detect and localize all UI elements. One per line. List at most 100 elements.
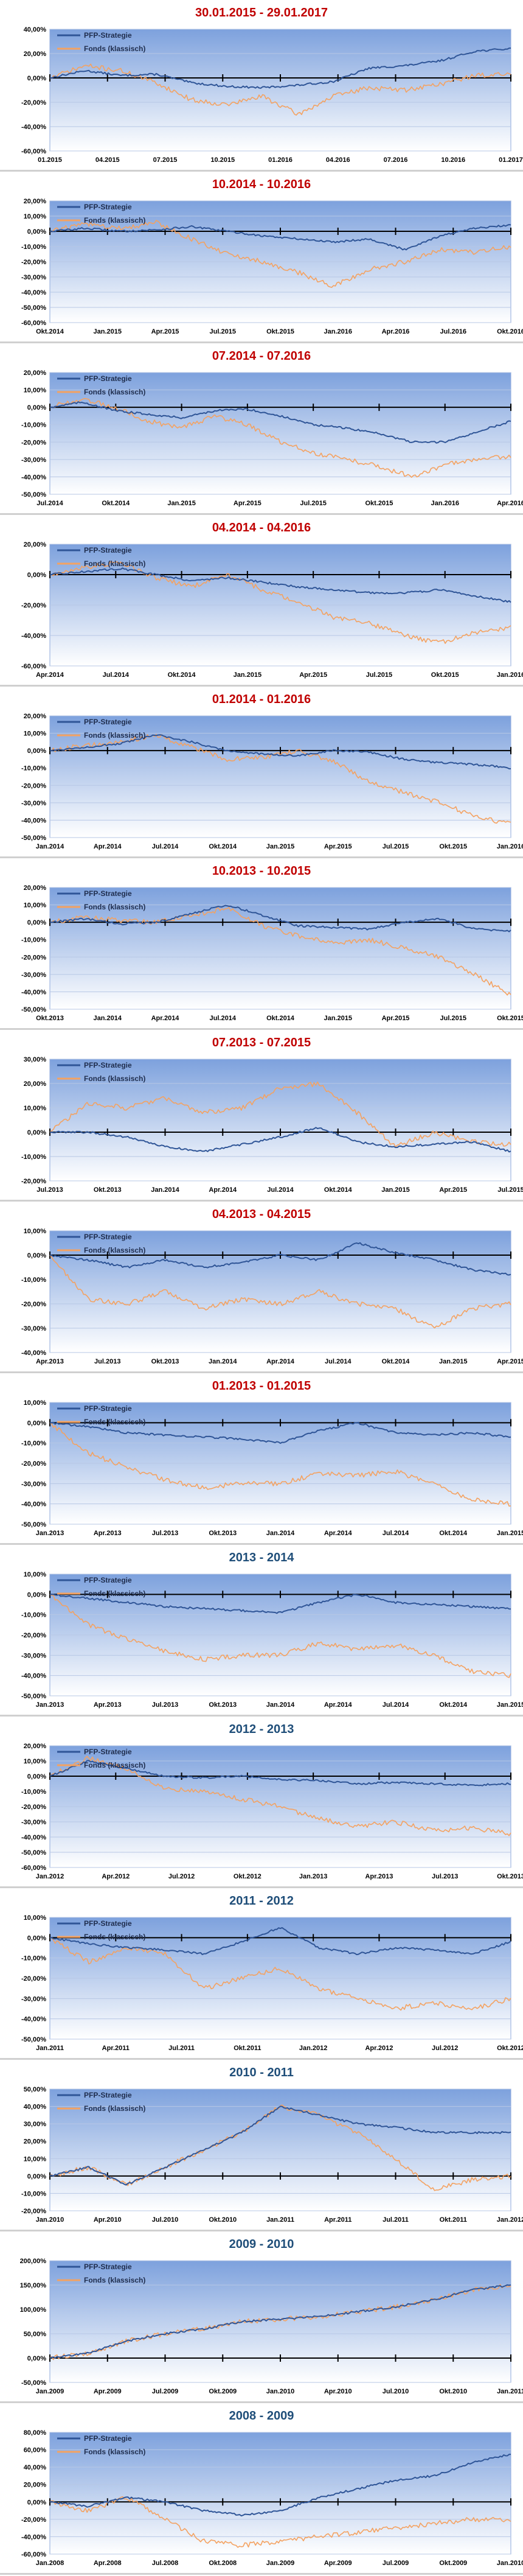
x-tick-label: Jul.2013 [152, 1701, 178, 1709]
legend-label: Fonds (klassisch) [84, 2448, 145, 2456]
x-tick-label: Jul.2009 [383, 2560, 409, 2567]
line-chart: -50,00% -40,00% -30,00% -20,00% -10,00% 0,00%… [21, 1399, 523, 1537]
line-chart: -50,00% -40,00% -30,00% -20,00% -10,00% 0,00%… [21, 369, 523, 507]
y-tick-label: -60,00% [21, 320, 46, 327]
legend-label: PFP-Strategie [84, 1748, 132, 1756]
y-tick-label: 40,00% [24, 26, 47, 33]
x-tick-label: Jul.2014 [383, 1530, 409, 1537]
chart-title: 01.2014 - 01.2016 [212, 693, 311, 706]
y-tick-label: -40,00% [21, 1834, 46, 1841]
y-tick-label: 30,00% [24, 2121, 47, 2128]
legend-label: PFP-Strategie [84, 203, 132, 211]
y-tick-label: 10,00% [24, 1105, 47, 1112]
x-tick-label: Jul.2015 [440, 1015, 466, 1022]
legend-label: Fonds (klassisch) [84, 1418, 145, 1426]
y-tick-label: 0,00% [27, 1129, 46, 1136]
series-line-fonds [49, 1422, 511, 1507]
x-tick-label: Jul.2014 [267, 1186, 294, 1194]
x-tick-label: Jan.2010 [497, 2560, 523, 2567]
x-tick-label: Apr.2011 [102, 2045, 130, 2052]
y-tick-label: 0,00% [27, 919, 46, 926]
x-tick-label: Apr.2015 [497, 1358, 523, 1365]
y-tick-label: 0,00% [27, 1252, 46, 1259]
x-tick-label: Okt.2013 [209, 1530, 237, 1537]
y-tick-label: -20,00% [21, 1460, 46, 1468]
y-tick-label: -50,00% [21, 1693, 46, 1700]
x-tick-label: Okt.2013 [36, 1015, 64, 1022]
y-tick-label: 0,00% [27, 2173, 46, 2180]
y-tick-label: 10,00% [24, 2155, 47, 2163]
legend-label: PFP-Strategie [84, 1919, 132, 1928]
y-tick-label: -20,00% [21, 1804, 46, 1811]
y-tick-label: 30,00% [24, 1056, 47, 1063]
legend-label: Fonds (klassisch) [84, 1933, 145, 1941]
x-tick-label: Jan.2010 [36, 2216, 64, 2224]
x-tick-label: Jan.2016 [324, 328, 352, 335]
x-tick-label: Jul.2015 [300, 500, 326, 507]
series-line-pfp [49, 2284, 511, 2359]
x-tick-label: Okt.2011 [440, 2216, 467, 2224]
chart-title: 2012 - 2013 [229, 1723, 294, 1736]
x-tick-label: Jan.2014 [209, 1358, 237, 1365]
x-tick-label: Jul.2013 [152, 1530, 178, 1537]
series-line-pfp [49, 1242, 511, 1276]
y-tick-label: 10,00% [24, 1399, 47, 1407]
x-tick-label: Okt.2013 [209, 1701, 237, 1709]
y-tick-label: -40,00% [21, 1349, 46, 1357]
x-tick-label: Okt.2009 [209, 2388, 237, 2395]
y-tick-label: -10,00% [21, 1788, 46, 1796]
chart-title: 2013 - 2014 [229, 1551, 294, 1564]
chart-title: 07.2013 - 07.2015 [212, 1036, 311, 1049]
x-tick-label: Apr.2015 [299, 671, 327, 679]
y-tick-label: -20,00% [21, 1178, 46, 1185]
x-tick-label: Okt.2010 [439, 2388, 467, 2395]
series-line-pfp [49, 567, 511, 603]
x-tick-label: Okt.2013 [497, 1873, 523, 1880]
x-tick-label: Jul.2010 [383, 2388, 409, 2395]
y-tick-label: 20,00% [24, 713, 47, 720]
x-tick-label: Jan.2016 [431, 500, 459, 507]
legend: PFP-Strategie Fonds (klassisch) [57, 1748, 145, 1769]
chart-title: 04.2013 - 04.2015 [212, 1208, 311, 1221]
x-tick-label: 01.2017 [499, 156, 523, 164]
chart-title: 30.01.2015 - 29.01.2017 [195, 6, 328, 19]
x-tick-label: 07.2015 [153, 156, 178, 164]
y-tick-label: -10,00% [21, 1612, 46, 1619]
line-chart: -50,00% -40,00% -30,00% -20,00% -10,00% 0,00%… [21, 884, 523, 1022]
series-line-pfp [50, 1927, 511, 1956]
y-tick-label: -60,00% [21, 2551, 46, 2558]
y-tick-label: 0,00% [27, 404, 46, 411]
panel-separator [0, 1886, 523, 1888]
y-tick-label: 20,00% [24, 198, 47, 205]
chart-title: 01.2013 - 01.2015 [212, 1379, 311, 1393]
plot-area [49, 1059, 511, 1181]
y-tick-label: 0,00% [27, 747, 46, 755]
x-tick-label: Jan.2015 [497, 1701, 523, 1709]
y-tick-label: -30,00% [21, 971, 46, 979]
chart-panel: 07.2013 - 07.2015 -20,00% -10,00% 0,00% 10,0… [0, 1030, 523, 1202]
line-chart: -60,00% -40,00% -20,00% 0,00% 20,00% 40,00% 01… [21, 26, 523, 164]
line-chart: -60,00% -50,00% -40,00% -30,00% -20,00% -10,0… [21, 198, 523, 335]
chart-panel: 2008 - 2009 -60,00% -40,00% -20,00% 0,00% 20,… [0, 2403, 523, 2575]
x-tick-label: Okt.2008 [209, 2560, 237, 2567]
x-tick-label: Jul.2011 [168, 2045, 195, 2052]
panel-separator [0, 2230, 523, 2231]
x-tick-label: Apr.2011 [324, 2216, 352, 2224]
chart-panel: 01.2014 - 01.2016 -50,00% -40,00% -30,00% -2… [0, 687, 523, 858]
series-line-pfp [49, 1127, 511, 1153]
x-tick-label: Jul.2014 [210, 1015, 237, 1022]
y-tick-label: 0,00% [27, 2499, 46, 2506]
x-tick-label: Okt.2011 [234, 2045, 261, 2052]
panel-separator [0, 170, 523, 172]
legend-label: PFP-Strategie [84, 718, 132, 726]
line-chart: -20,00% -10,00% 0,00% 10,00% 20,00% 30,00% 40,… [21, 2086, 523, 2224]
x-tick-label: Jul.2015 [210, 328, 236, 335]
legend-label: PFP-Strategie [84, 1061, 132, 1069]
x-tick-label: 07.2016 [384, 156, 408, 164]
legend-label: Fonds (klassisch) [84, 903, 145, 911]
y-tick-label: -40,00% [21, 989, 46, 996]
y-tick-label: 0,00% [27, 2355, 46, 2362]
x-tick-label: Jan.2015 [381, 1186, 409, 1194]
x-tick-label: Apr.2013 [365, 1873, 393, 1880]
y-tick-label: 0,00% [27, 228, 46, 236]
